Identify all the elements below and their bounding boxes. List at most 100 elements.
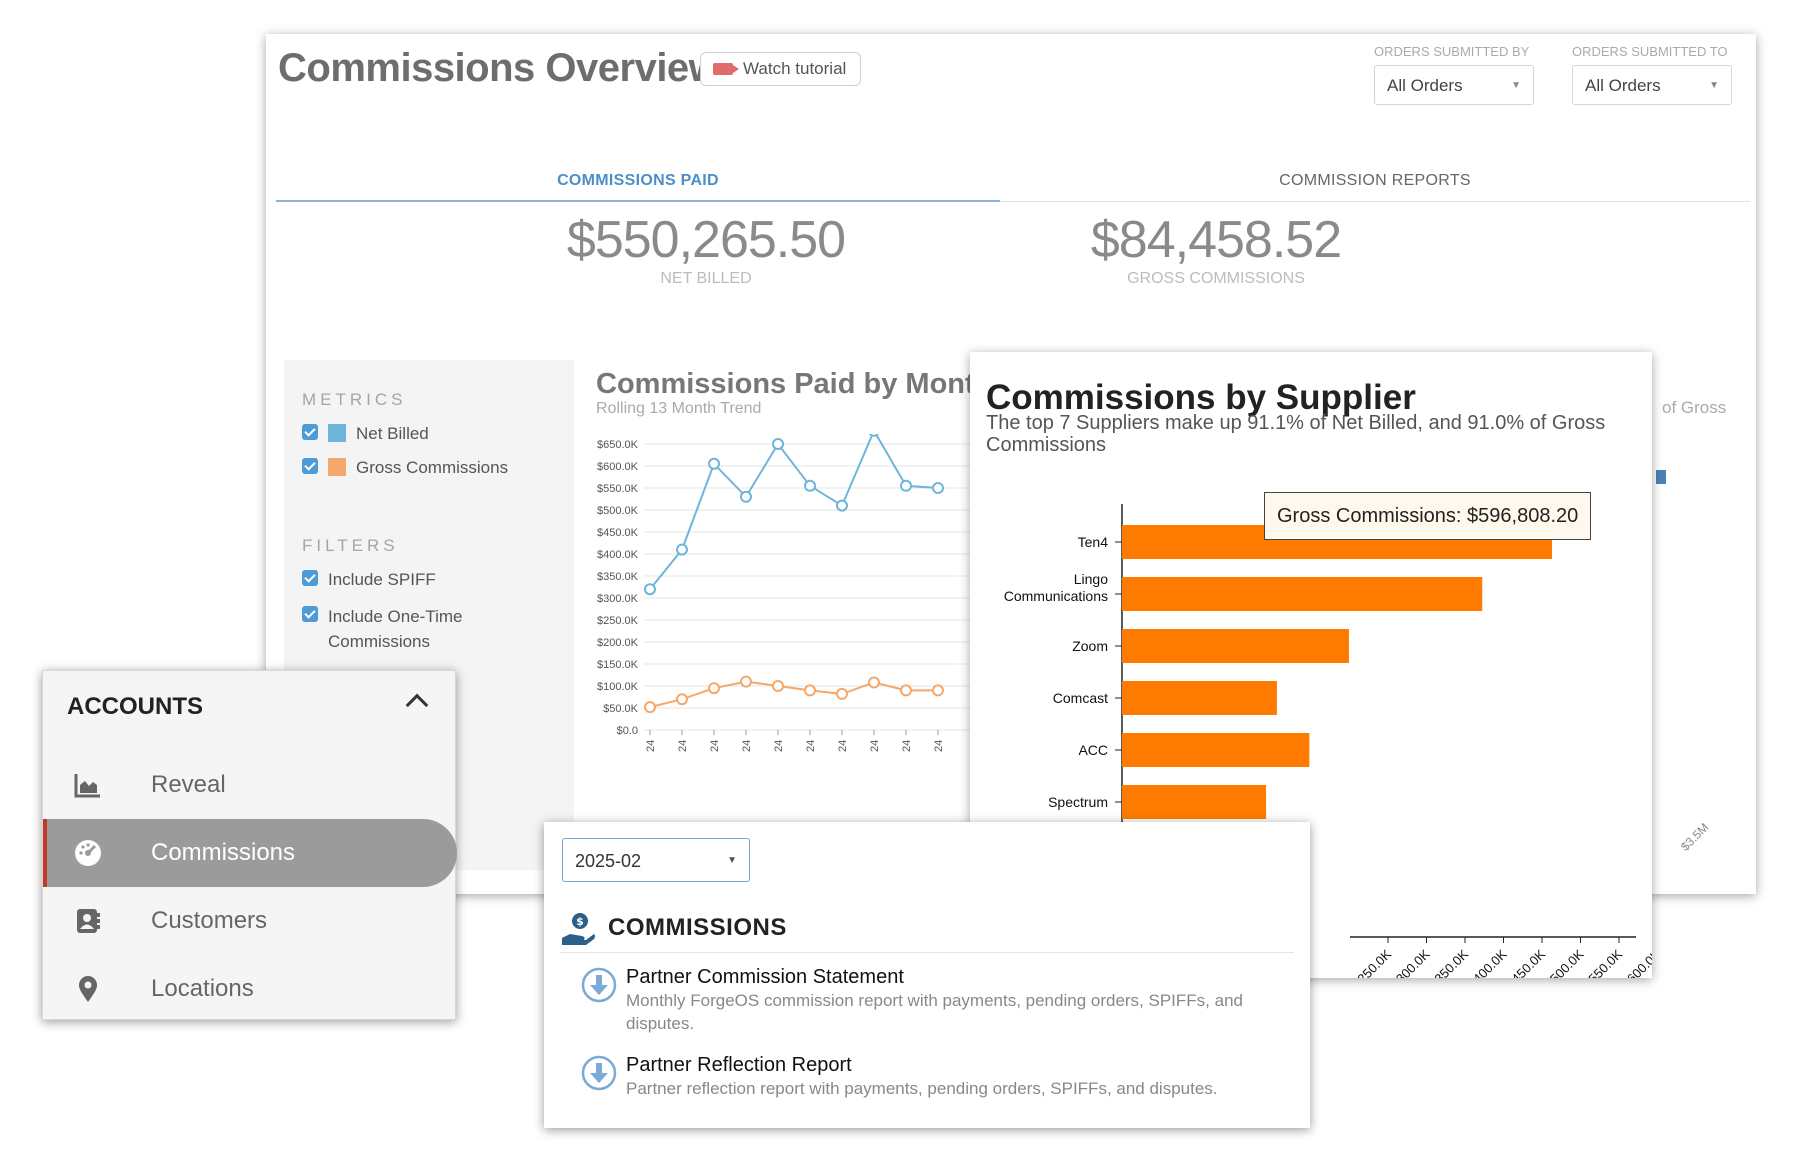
checkbox-checked-icon[interactable] xyxy=(302,606,318,622)
commission-reports-card: 2025-02 ▼ $ COMMISSIONS Partner Commissi… xyxy=(544,822,1310,1128)
sidebar-item-label: Commissions xyxy=(151,839,296,866)
contact-book-icon xyxy=(77,909,100,933)
orders-submitted-by-label: ORDERS SUBMITTED BY xyxy=(1374,44,1530,59)
report-partner-commission-statement[interactable]: Partner Commission Statement Monthly For… xyxy=(580,966,1300,1035)
data-point xyxy=(708,682,720,695)
y-tick-label: $350.0K xyxy=(597,571,639,583)
y-tick-label: $300.0K xyxy=(597,593,639,605)
x-tick-label: $500.0K xyxy=(1542,946,1587,978)
page-title: Commissions Overview xyxy=(278,46,720,90)
sidebar-item-label: Reveal xyxy=(151,771,226,798)
chevron-down-icon: ▼ xyxy=(1709,80,1719,91)
data-point xyxy=(772,438,784,450)
filter-label: Include One-Time Commissions xyxy=(328,607,463,651)
supplier-chart-subtitle: The top 7 Suppliers make up 91.1% of Net… xyxy=(986,412,1606,456)
watch-tutorial-label: Watch tutorial xyxy=(743,59,847,78)
category-label: ACC xyxy=(1078,742,1108,758)
orders-submitted-by-select[interactable]: All Orders ▼ xyxy=(1374,65,1534,105)
x-tick-label: 24 xyxy=(901,740,913,752)
data-point xyxy=(740,490,752,503)
metric-gross-commissions[interactable]: Gross Commissions xyxy=(302,458,508,478)
metric-label: Gross Commissions xyxy=(356,458,509,477)
x-tick-label: $600.0K xyxy=(1619,946,1652,978)
x-tick-label: 24 xyxy=(933,740,945,752)
checkbox-checked-icon[interactable] xyxy=(302,424,318,440)
data-point xyxy=(836,499,848,512)
divider xyxy=(560,952,1294,953)
report-description: Partner reflection report with payments,… xyxy=(626,1079,1218,1098)
orders-submitted-to-select[interactable]: All Orders ▼ xyxy=(1572,65,1732,105)
data-point xyxy=(804,479,816,492)
orders-submitted-by-value: All Orders xyxy=(1387,76,1463,95)
filter-label: Include SPIFF xyxy=(328,570,436,589)
x-tick-label: $450.0K xyxy=(1503,946,1548,978)
chevron-up-icon[interactable] xyxy=(405,693,429,717)
x-tick-label: 24 xyxy=(677,740,689,752)
kpi-value: $550,265.50 xyxy=(566,211,846,269)
checkbox-checked-icon[interactable] xyxy=(302,570,318,586)
kpi-net-billed: $550,265.50 NET BILLED xyxy=(556,210,856,288)
x-tick-label: $350.0K xyxy=(1426,946,1471,978)
report-partner-reflection-report[interactable]: Partner Reflection Report Partner reflec… xyxy=(580,1054,1300,1100)
category-label: Ten4 xyxy=(1078,534,1109,550)
y-tick-label: $400.0K xyxy=(597,549,639,561)
bar xyxy=(1122,785,1267,819)
y-tick-label: $500.0K xyxy=(597,505,639,517)
legend-swatch xyxy=(328,458,346,476)
period-select[interactable]: 2025-02 ▼ xyxy=(562,838,750,882)
sidebar-item-customers[interactable]: Customers xyxy=(43,887,457,955)
sidebar-item-commissions[interactable]: Commissions xyxy=(43,819,457,887)
tab-commissions-paid[interactable]: COMMISSIONS PAID xyxy=(276,134,1000,202)
y-tick-label: $50.0K xyxy=(603,703,639,715)
checkbox-checked-icon[interactable] xyxy=(302,458,318,474)
data-point xyxy=(932,684,944,697)
tab-commission-reports[interactable]: COMMISSION REPORTS xyxy=(1000,134,1750,202)
y-tick-label: $0.0 xyxy=(617,725,638,737)
category-label: Comcast xyxy=(1053,690,1108,706)
video-camera-icon xyxy=(713,63,739,75)
watch-tutorial-button[interactable]: Watch tutorial xyxy=(700,52,862,86)
kpi-label: NET BILLED xyxy=(660,270,752,287)
area-chart-icon xyxy=(74,774,100,798)
supplier-chart-title: Commissions by Supplier xyxy=(986,378,1416,417)
hidden-chart-subtitle-fragment: of Gross xyxy=(1662,398,1727,417)
download-icon[interactable] xyxy=(580,966,618,1004)
report-description: Monthly ForgeOS commission report with p… xyxy=(626,991,1243,1033)
line-chart-subtitle: Rolling 13 Month Trend xyxy=(596,400,762,417)
y-tick-label: $600.0K xyxy=(597,461,639,473)
filters-heading: FILTERS xyxy=(302,536,399,555)
bar xyxy=(1122,629,1349,663)
data-point xyxy=(900,479,912,492)
filter-include-spiff[interactable]: Include SPIFF xyxy=(302,570,436,590)
report-title[interactable]: Partner Reflection Report xyxy=(626,1054,852,1076)
sidebar-item-label: Locations xyxy=(151,975,254,1002)
orders-submitted-to-label: ORDERS SUBMITTED TO xyxy=(1572,44,1728,59)
x-tick-label: 24 xyxy=(837,740,849,752)
orders-submitted-to-value: All Orders xyxy=(1585,76,1661,95)
sidebar-item-locations[interactable]: Locations xyxy=(43,955,457,1023)
filter-include-one-time[interactable]: Include One-Time Commissions xyxy=(302,604,502,654)
chevron-down-icon: ▼ xyxy=(1511,80,1521,91)
download-icon[interactable] xyxy=(580,1054,618,1092)
accounts-menu: ACCOUNTS Reveal Commissions Customers xyxy=(42,670,457,1023)
category-label: Spectrum xyxy=(1048,794,1108,810)
report-title[interactable]: Partner Commission Statement xyxy=(626,966,904,988)
sidebar-item-reveal[interactable]: Reveal xyxy=(43,751,457,819)
series-line xyxy=(649,434,939,590)
metric-label: Net Billed xyxy=(356,424,429,443)
data-point xyxy=(836,687,848,700)
y-tick-label: $200.0K xyxy=(597,637,639,649)
svg-text:$: $ xyxy=(576,915,584,928)
x-tick-label: $250.0K xyxy=(1349,946,1394,978)
metrics-heading: METRICS xyxy=(302,390,407,409)
commissions-by-supplier-card: Commissions by Supplier The top 7 Suppli… xyxy=(970,352,1652,978)
y-tick-label: $150.0K xyxy=(597,659,639,671)
data-point xyxy=(772,680,784,692)
data-point xyxy=(676,693,688,706)
data-point xyxy=(644,583,656,596)
gauge-icon xyxy=(75,840,101,866)
data-point xyxy=(708,457,720,470)
metric-net-billed[interactable]: Net Billed xyxy=(302,424,429,444)
legend-swatch xyxy=(328,424,346,442)
commissions-section-title: COMMISSIONS xyxy=(608,914,787,941)
